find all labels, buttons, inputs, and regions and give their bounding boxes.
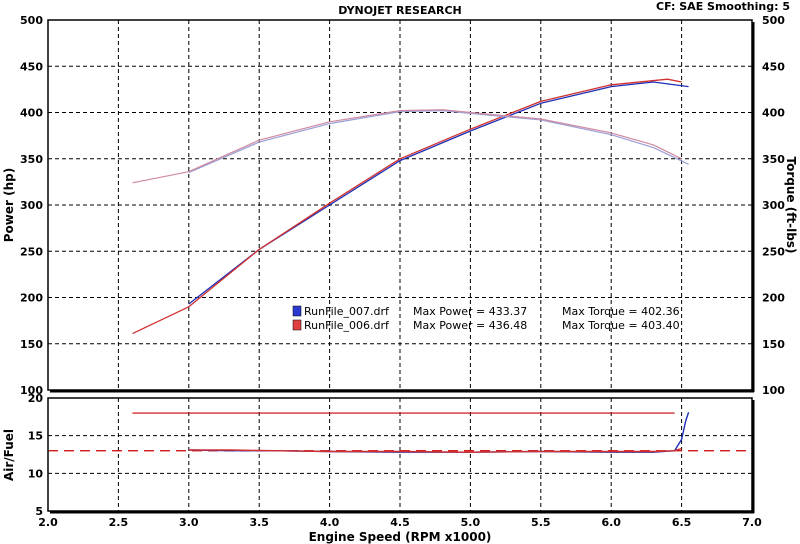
power-tick-label: 200 <box>20 292 43 305</box>
rpm-axis-label: Engine Speed (RPM x1000) <box>309 530 492 544</box>
afr-panel-frame <box>47 397 753 512</box>
torque-tick-label: 500 <box>762 14 785 27</box>
torque-axis-label: Torque (ft-lbs) <box>784 157 798 254</box>
power-tick-label: 150 <box>20 338 43 351</box>
afr-axis-ticks: 5 10 15 20 <box>28 392 44 518</box>
rpm-tick-label: 7.0 <box>742 516 762 529</box>
torque-tick-label: 100 <box>762 384 785 397</box>
afr-tick-label: 10 <box>28 467 44 480</box>
legend-file-007: RunFile_007.drf <box>304 305 390 318</box>
legend-torque-007: Max Torque = 402.36 <box>562 305 680 318</box>
power-tick-label: 100 <box>20 384 43 397</box>
rpm-tick-label: 6.0 <box>601 516 621 529</box>
afr-tick-label: 15 <box>28 430 43 443</box>
afr-tick-label: 20 <box>28 392 44 405</box>
series-power-1 <box>132 78 682 335</box>
chart-title: DYNOJET RESEARCH <box>338 4 461 17</box>
torque-tick-label: 300 <box>762 199 785 212</box>
rpm-tick-label: 6.5 <box>672 516 692 529</box>
rpm-tick-label: 4.5 <box>390 516 410 529</box>
power-tick-label: 250 <box>20 245 43 258</box>
afr-panel-grid <box>48 398 752 511</box>
rpm-tick-label: 3.0 <box>179 516 199 529</box>
torque-tick-label: 150 <box>762 338 785 351</box>
torque-tick-label: 250 <box>762 245 785 258</box>
power-tick-label: 450 <box>20 60 43 73</box>
power-tick-label: 300 <box>20 199 43 212</box>
rpm-tick-label: 5.0 <box>461 516 481 529</box>
torque-tick-label: 200 <box>762 292 785 305</box>
rpm-axis-ticks: 2.0 2.5 3.0 3.5 4.0 4.5 5.0 5.5 6.0 6.5 7.0 <box>38 516 762 529</box>
afr-axis-label: Air/Fuel <box>2 429 16 481</box>
afr-tick-label: 5 <box>35 505 43 518</box>
power-tick-label: 500 <box>20 14 43 27</box>
rpm-tick-label: 4.0 <box>320 516 340 529</box>
rpm-tick-label: 3.5 <box>249 516 269 529</box>
afr-series-1 <box>188 447 682 453</box>
torque-tick-label: 350 <box>762 153 785 166</box>
legend-power-007: Max Power = 433.37 <box>413 305 527 318</box>
power-tick-label: 350 <box>20 153 43 166</box>
series-torque-2 <box>188 109 689 174</box>
settings-label: CF: SAE Smoothing: 5 <box>656 0 790 13</box>
afr-series <box>48 412 752 453</box>
power-axis-label: Power (hp) <box>2 168 16 242</box>
rpm-tick-label: 5.5 <box>531 516 551 529</box>
legend-swatch-006 <box>292 319 302 331</box>
rpm-tick-label: 2.0 <box>38 516 58 529</box>
legend: RunFile_007.drf Max Power = 433.37 Max T… <box>292 305 680 332</box>
power-tick-label: 400 <box>20 107 43 120</box>
power-torque-series <box>132 78 689 335</box>
series-torque-3 <box>132 109 682 184</box>
legend-power-006: Max Power = 436.48 <box>413 319 527 332</box>
legend-file-006: RunFile_006.drf <box>304 319 390 332</box>
legend-swatch-007 <box>292 305 302 317</box>
power-axis-ticks: 100 150 200 250 300 350 400 450 500 <box>20 14 43 397</box>
rpm-tick-label: 2.5 <box>109 516 129 529</box>
torque-axis-ticks: 100 150 200 250 300 350 400 450 500 <box>762 14 785 397</box>
torque-tick-label: 400 <box>762 107 785 120</box>
legend-torque-006: Max Torque = 403.40 <box>562 319 680 332</box>
power-panel-frame <box>47 19 753 391</box>
torque-tick-label: 450 <box>762 60 785 73</box>
